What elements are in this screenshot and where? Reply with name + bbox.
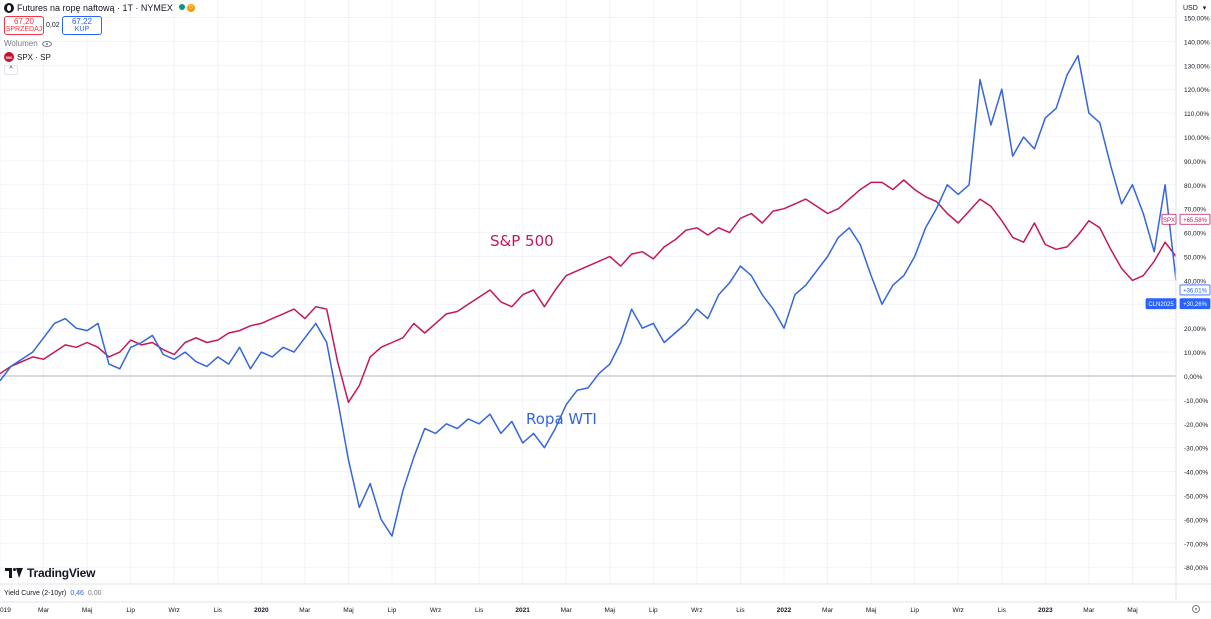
x-tick-label: Wrz [953,607,964,614]
price-badges: SPX +65,58% +36,01% CLN2025 +30,26% [1145,213,1211,310]
x-tick-label: Mar [299,607,311,614]
x-tick-label: Wrz [169,607,180,614]
x-tick-label: Maj [343,607,353,614]
x-axis[interactable]: 019 Mar Maj Lip Wrz Lis 2020 Mar Maj Lip Wrz Lis 202… [0,583,1211,614]
volume-label: Wolumen [4,39,38,48]
tradingview-logo[interactable]: TradingView [5,566,95,580]
indicator-legend[interactable]: Yield Curve (2-10yr) 0,46 0,00 [4,590,102,597]
spx-logo-icon: 500 [4,52,14,62]
indicator-value-1: 0,46 [70,590,84,597]
x-tick-label: 2022 [777,607,792,614]
badge-name: SPX [1163,218,1175,224]
x-tick-label: Maj [605,607,615,614]
y-tick-label: -60,00% [1184,517,1208,524]
badge-value-box [1179,298,1211,310]
y-tick-label: 80,00% [1184,183,1206,190]
sell-label: SPRZEDAJ [5,26,43,33]
sell-button[interactable]: 67,20 SPRZEDAJ [4,16,44,35]
x-tick-label: Lis [998,607,1007,614]
settings-gear-icon[interactable] [1192,605,1200,613]
x-tick-label: 2021 [515,607,530,614]
badge-value: +30,26% [1183,302,1208,308]
main-symbol-legend[interactable]: Futures na ropę naftową · 1T · NYMEX D [4,3,195,13]
market-open-dot-icon [178,4,185,10]
x-tick-label: Lis [214,607,223,614]
indicator-name: Yield Curve (2-10yr) [4,590,67,597]
compare-symbol: SPX · SP [17,52,51,62]
series-layer [0,54,1177,537]
y-tick-label: -50,00% [1184,494,1208,501]
logo-text: TradingView [27,566,96,580]
annotation-spx: S&P 500 [490,232,554,250]
badge-value: +36,01% [1183,288,1208,294]
volume-legend[interactable]: Wolumen [4,39,52,48]
badge-name-box [1161,213,1177,225]
x-tick-label: Lis [736,607,745,614]
y-tick-label: 40,00% [1184,278,1206,285]
series-line-spx [0,179,1177,404]
x-tick-label: Wrz [430,607,441,614]
x-tick-label: Mar [38,607,50,614]
y-tick-label: 120,00% [1184,87,1210,94]
y-tick-label: 150,00% [1184,16,1210,23]
x-tick-label: Lip [910,607,919,614]
x-tick-label: Lis [475,607,484,614]
compare-legend[interactable]: 500 SPX · SP [4,52,51,62]
y-tick-label: 0,00% [1184,374,1203,381]
collapse-legend-button[interactable]: ^ [4,65,18,75]
x-tick-label: Mar [822,607,834,614]
buy-button[interactable]: 67,22 KUP [62,16,102,35]
y-tick-label: 130,00% [1184,63,1210,70]
symbol-title: Futures na ropę naftową · 1T · NYMEX [17,3,173,13]
y-tick-label: 70,00% [1184,207,1206,214]
y-tick-label: 20,00% [1184,326,1206,333]
y-tick-label: 90,00% [1184,159,1206,166]
tradingview-mark-icon [5,568,23,578]
x-tick-label: Wrz [691,607,702,614]
badge-value-box [1179,213,1211,225]
oil-drop-icon [4,3,14,13]
buy-price: 67,22 [71,17,93,26]
y-tick-label: -30,00% [1184,446,1208,453]
status-dots: D [178,4,195,12]
x-tick-label: Lip [649,607,658,614]
x-tick-label: 2023 [1038,607,1053,614]
currency-selector[interactable]: USD [1183,4,1206,12]
x-tick-label: Lip [126,607,135,614]
eye-icon[interactable] [41,40,52,47]
x-tick-label: Lip [388,607,397,614]
series-line-wti [0,54,1177,537]
badge-value: +65,58% [1183,218,1208,224]
y-tick-label: -20,00% [1184,422,1208,429]
y-tick-label: 10,00% [1184,350,1206,357]
x-tick-label: Maj [82,607,92,614]
annotation-wti: Ropa WTI [526,410,597,428]
x-tick-label: Mar [1083,607,1095,614]
y-tick-label: 60,00% [1184,231,1206,238]
spread-value: 0,02 [46,22,60,29]
indicator-value-2: 0,00 [87,590,102,597]
delayed-badge-icon: D [186,4,195,12]
x-tick-label: 019 [0,607,11,614]
y-tick-label: 100,00% [1184,135,1210,142]
y-tick-label: -10,00% [1184,398,1208,405]
x-tick-label: Mar [561,607,573,614]
x-tick-label: Maj [866,607,876,614]
badge-name-box [1145,298,1177,310]
x-tick-label: Maj [1127,607,1137,614]
x-tick-label: 2020 [254,607,269,614]
grid [0,0,1176,584]
buy-label: KUP [74,26,90,33]
y-tick-label: -80,00% [1184,565,1208,572]
y-tick-label: 140,00% [1184,39,1210,46]
badge-name: CLN2025 [1148,302,1174,308]
y-tick-label: -40,00% [1184,470,1208,477]
sell-price: 67,20 [13,17,35,26]
y-tick-label: 50,00% [1184,255,1206,262]
annotations: S&P 500 Ropa WTI [490,232,597,428]
y-tick-label: -70,00% [1184,541,1208,548]
badge-value-box [1179,284,1211,296]
y-tick-label: 110,00% [1184,111,1209,118]
